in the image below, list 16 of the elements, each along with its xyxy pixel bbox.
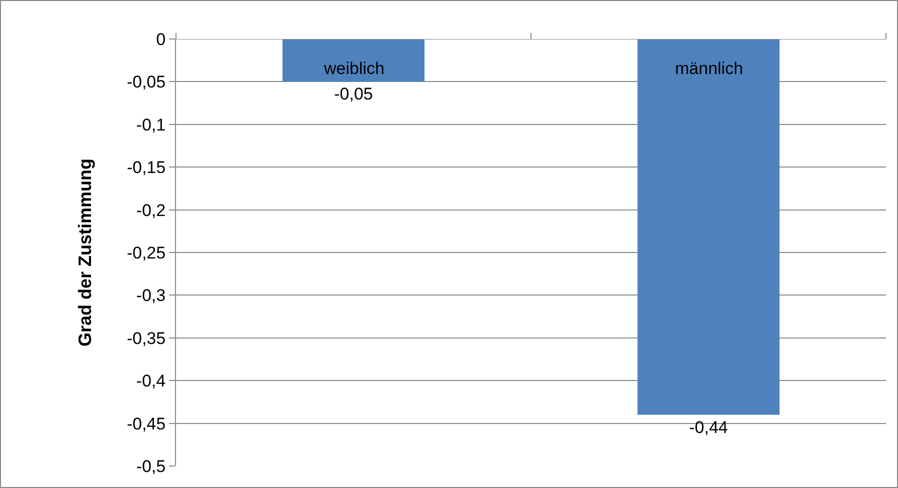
x-tick-label: weiblich xyxy=(323,59,384,78)
y-tick-label: -0,15 xyxy=(126,158,166,178)
y-tick-label: 0 xyxy=(156,30,166,49)
y-tick-label: -0,35 xyxy=(126,328,166,348)
y-tick-label: -0,25 xyxy=(126,243,166,262)
data-label: -0,44 xyxy=(689,418,728,437)
y-axis-title: Grad der Zustimmung xyxy=(75,158,96,347)
data-label: -0,05 xyxy=(334,84,373,104)
y-tick-label: -0,45 xyxy=(126,414,166,434)
y-tick-label: -0,1 xyxy=(136,115,166,134)
y-tick-label: -0,4 xyxy=(136,372,166,391)
y-tick-label: -0,2 xyxy=(136,200,166,220)
y-tick-label: -0,3 xyxy=(136,286,166,306)
y-tick-label: -0,05 xyxy=(126,72,166,92)
x-tick-label: männlich xyxy=(675,59,744,78)
y-tick-label: -0,5 xyxy=(136,456,166,476)
